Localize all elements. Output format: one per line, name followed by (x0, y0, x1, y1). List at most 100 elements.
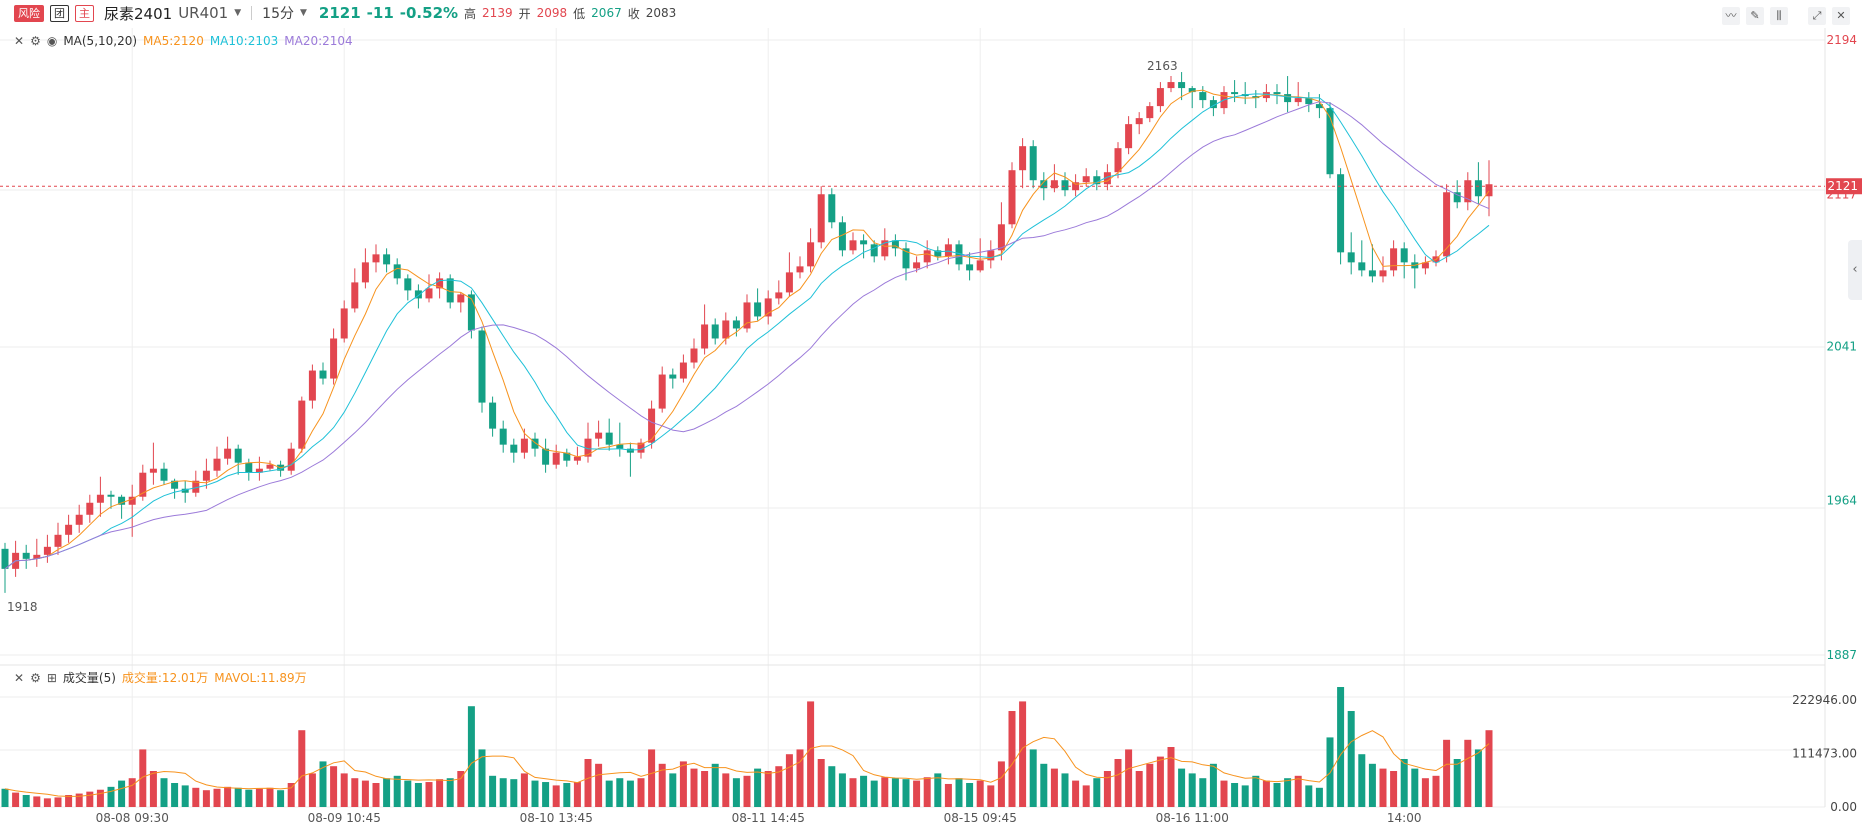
volume-bar (118, 780, 126, 807)
volume-bar (573, 782, 581, 807)
volume-bar (849, 778, 857, 807)
candle-body (1040, 180, 1048, 189)
symbol-code[interactable]: UR401 (178, 4, 229, 22)
candle-body (669, 374, 677, 379)
volume-bar (796, 749, 804, 807)
volume-bar (1421, 778, 1429, 807)
chevron-down-icon[interactable]: ▼ (299, 8, 307, 18)
candle-body (383, 254, 391, 265)
candle-body (584, 438, 592, 457)
volume-bar (1273, 783, 1281, 807)
volume-bar (510, 779, 518, 807)
time-axis-label: 14:00 (1387, 811, 1422, 825)
pen-icon[interactable]: ✎ (1746, 7, 1764, 25)
volume-bar (563, 783, 571, 807)
side-panel-toggle[interactable]: ‹ (1848, 240, 1862, 300)
candle-body (849, 240, 857, 251)
volume-bar (234, 787, 242, 807)
time-axis-label: 08-16 11:00 (1156, 811, 1229, 825)
volume-bar (817, 759, 825, 807)
candle-body (955, 244, 963, 265)
volume-bar (372, 783, 380, 807)
volume-bar (955, 778, 963, 807)
volume-bar (489, 775, 497, 807)
volume-bar (913, 780, 921, 807)
candle-body (1050, 180, 1058, 189)
candle-body (1294, 98, 1302, 103)
candle-body (139, 472, 147, 497)
candle-body (1421, 262, 1429, 269)
candle-body (573, 456, 581, 461)
candle-body (171, 480, 179, 489)
volume-bar (1146, 763, 1154, 807)
candle-body (213, 458, 221, 471)
eye-icon[interactable]: ◉ (46, 34, 58, 48)
candle-body (1125, 124, 1133, 149)
volume-bar (404, 780, 412, 807)
candle-body (711, 324, 719, 339)
candle-body (1305, 98, 1313, 105)
candle-body (648, 408, 656, 443)
volume-bar (1156, 756, 1164, 807)
candle-body (1188, 88, 1196, 93)
volume-title: 成交量(5) (62, 671, 116, 685)
close-icon[interactable]: ✕ (1832, 7, 1850, 25)
candle-body (107, 494, 115, 497)
candle-body (902, 248, 910, 269)
volume-bar (595, 763, 603, 807)
volume-bar (966, 783, 974, 807)
time-axis-label: 08-09 10:45 (308, 811, 381, 825)
candle-body (1252, 96, 1260, 99)
volume-bar (213, 788, 221, 807)
volume-bar (1008, 711, 1016, 807)
close-label: 收 (627, 6, 640, 21)
candle-type-icon[interactable]: ⫼ (1770, 7, 1788, 25)
candle-body (467, 294, 475, 331)
volume-bar (701, 771, 709, 807)
volume-bar (1040, 763, 1048, 807)
add-icon[interactable]: ⊞ (46, 670, 57, 685)
candle-body (817, 194, 825, 243)
candle-body (436, 278, 444, 289)
volume-bar (383, 778, 391, 807)
candle-body (128, 496, 136, 505)
volume-bar (1390, 771, 1398, 807)
candle-body (245, 462, 253, 473)
volume-bar (319, 761, 327, 807)
current-price-badge (1826, 178, 1862, 195)
settings-icon[interactable]: ⚙ (30, 670, 41, 685)
period-select[interactable]: 15分 (262, 6, 294, 22)
close-icon[interactable]: ✕ (14, 34, 25, 48)
volume-bar (1061, 773, 1069, 807)
candle-body (860, 240, 868, 245)
close-icon[interactable]: ✕ (14, 670, 25, 685)
candle-body (785, 272, 793, 293)
volume-bar (838, 773, 846, 807)
chevron-down-icon[interactable]: ▼ (234, 8, 242, 18)
line-tool-icon[interactable]: 〰 (1722, 7, 1740, 25)
candle-body (881, 240, 889, 257)
volume-bar (976, 780, 984, 807)
settings-icon[interactable]: ⚙ (30, 34, 41, 48)
candle-body (1443, 192, 1451, 257)
candle-body (626, 448, 634, 453)
candle-body (234, 448, 242, 463)
volume-bar (1294, 775, 1302, 807)
volume-bar (499, 778, 507, 807)
candle-body (361, 262, 369, 283)
candle-body (266, 464, 274, 469)
candle-body (976, 260, 984, 271)
candle-body (1400, 248, 1408, 263)
main-contract-tag: 主 (75, 4, 94, 22)
expand-icon[interactable]: ⤢ (1808, 7, 1826, 25)
volume-bar (1315, 787, 1323, 807)
candle-body (414, 290, 422, 299)
candle-body (149, 468, 157, 473)
price-tick-label: 2194 (1826, 33, 1857, 47)
volume-bar (171, 783, 179, 807)
candle-body (181, 488, 189, 493)
candle-body (54, 534, 62, 547)
volume-legend: ✕ ⚙ ⊞ 成交量(5) 成交量:12.01万 MAVOL:11.89万 (14, 669, 307, 686)
volume-bar (1072, 780, 1080, 807)
